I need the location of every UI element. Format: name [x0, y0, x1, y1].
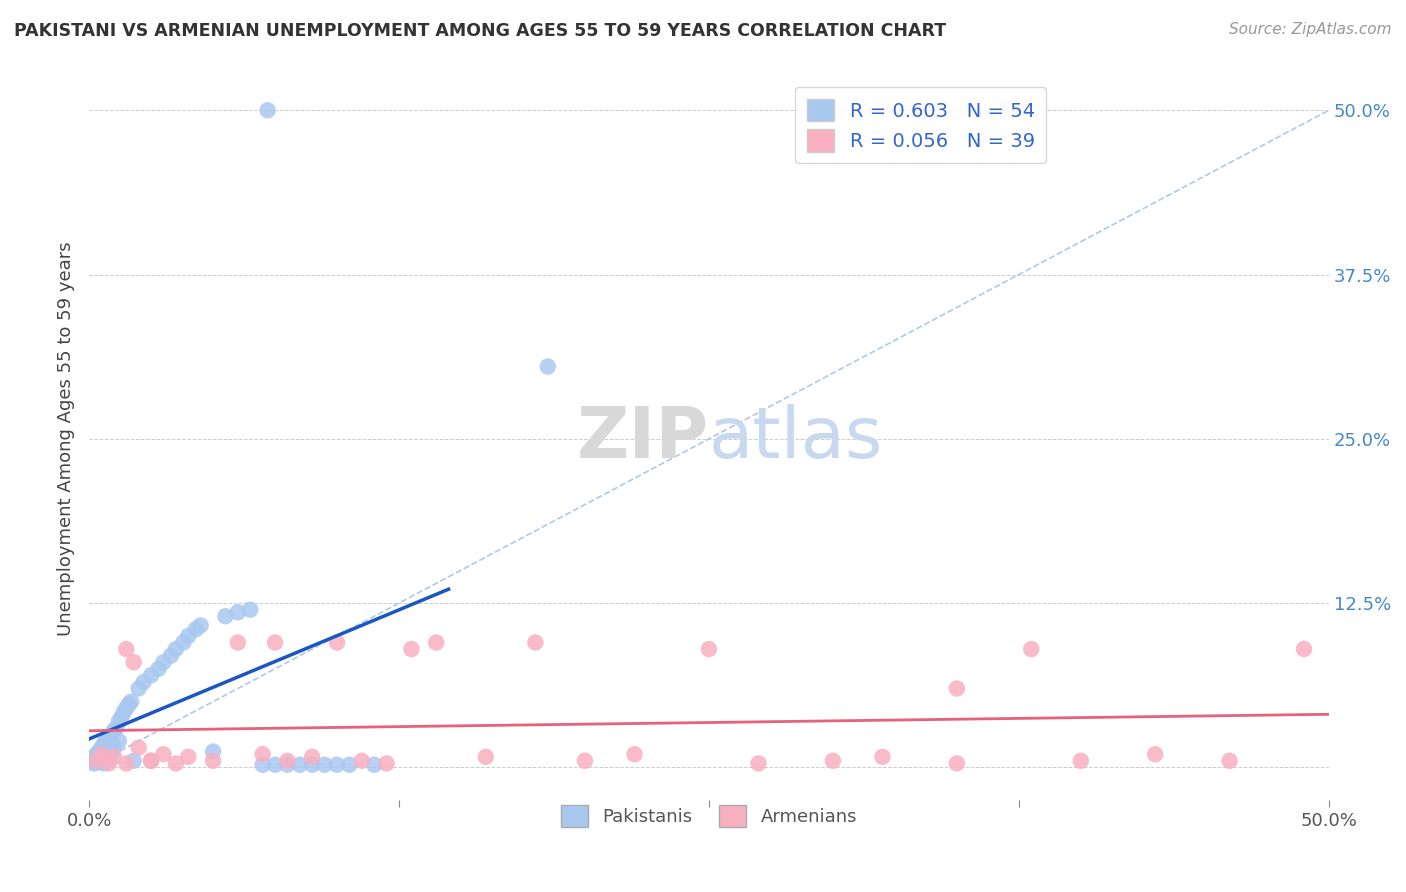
Point	[97, 731, 120, 746]
Point	[122, 655, 145, 669]
Point	[80, 754, 103, 768]
Text: Source: ZipAtlas.com: Source: ZipAtlas.com	[1229, 22, 1392, 37]
Point	[301, 749, 323, 764]
Point	[190, 618, 212, 632]
Point	[103, 723, 125, 738]
Point	[103, 740, 125, 755]
Point	[87, 745, 110, 759]
Point	[184, 623, 207, 637]
Point	[152, 655, 174, 669]
Point	[239, 602, 262, 616]
Point	[100, 727, 122, 741]
Point	[301, 757, 323, 772]
Point	[122, 754, 145, 768]
Point	[747, 756, 769, 771]
Legend: Pakistanis, Armenians: Pakistanis, Armenians	[554, 798, 865, 835]
Point	[350, 754, 373, 768]
Point	[90, 740, 112, 755]
Point	[537, 359, 560, 374]
Point	[697, 642, 720, 657]
Point	[90, 747, 112, 762]
Point	[226, 605, 249, 619]
Text: PAKISTANI VS ARMENIAN UNEMPLOYMENT AMONG AGES 55 TO 59 YEARS CORRELATION CHART: PAKISTANI VS ARMENIAN UNEMPLOYMENT AMONG…	[14, 22, 946, 40]
Point	[1144, 747, 1167, 762]
Point	[128, 681, 150, 696]
Point	[160, 648, 183, 663]
Point	[1019, 642, 1042, 657]
Text: atlas: atlas	[709, 404, 883, 474]
Point	[139, 754, 162, 768]
Point	[165, 756, 187, 771]
Point	[132, 675, 155, 690]
Point	[214, 609, 236, 624]
Point	[177, 629, 200, 643]
Point	[226, 635, 249, 649]
Point	[1219, 754, 1241, 768]
Point	[276, 757, 298, 772]
Point	[314, 757, 336, 772]
Point	[474, 749, 496, 764]
Point	[276, 754, 298, 768]
Point	[574, 754, 596, 768]
Point	[128, 740, 150, 755]
Point	[120, 695, 142, 709]
Point	[425, 635, 447, 649]
Point	[97, 754, 120, 768]
Point	[252, 757, 274, 772]
Point	[152, 747, 174, 762]
Point	[623, 747, 645, 762]
Point	[112, 705, 135, 719]
Point	[115, 642, 138, 657]
Point	[165, 642, 187, 657]
Point	[872, 749, 894, 764]
Point	[118, 698, 141, 712]
Point	[103, 749, 125, 764]
Point	[108, 734, 131, 748]
Point	[524, 635, 547, 649]
Point	[401, 642, 423, 657]
Point	[93, 737, 115, 751]
Point	[177, 749, 200, 764]
Point	[86, 752, 108, 766]
Point	[256, 103, 278, 118]
Point	[1070, 754, 1092, 768]
Point	[139, 754, 162, 768]
Point	[87, 755, 110, 769]
Point	[100, 747, 122, 762]
Point	[946, 756, 969, 771]
Point	[96, 749, 118, 764]
Point	[86, 754, 108, 768]
Point	[108, 714, 131, 729]
Point	[105, 721, 128, 735]
Text: ZIP: ZIP	[576, 404, 709, 474]
Point	[172, 635, 194, 649]
Point	[375, 756, 398, 771]
Point	[96, 734, 118, 748]
Point	[288, 757, 311, 772]
Point	[264, 757, 287, 772]
Point	[1292, 642, 1315, 657]
Point	[326, 757, 349, 772]
Point	[326, 635, 349, 649]
Point	[115, 756, 138, 771]
Point	[202, 754, 225, 768]
Point	[821, 754, 844, 768]
Point	[93, 756, 115, 771]
Point	[339, 757, 361, 772]
Point	[363, 757, 385, 772]
Point	[86, 747, 108, 762]
Y-axis label: Unemployment Among Ages 55 to 59 years: Unemployment Among Ages 55 to 59 years	[58, 242, 75, 636]
Point	[115, 701, 138, 715]
Point	[264, 635, 287, 649]
Point	[252, 747, 274, 762]
Point	[97, 756, 120, 771]
Point	[83, 756, 105, 771]
Point	[202, 745, 225, 759]
Point	[110, 710, 132, 724]
Point	[90, 751, 112, 765]
Point	[946, 681, 969, 696]
Point	[83, 749, 105, 764]
Point	[148, 662, 170, 676]
Point	[139, 668, 162, 682]
